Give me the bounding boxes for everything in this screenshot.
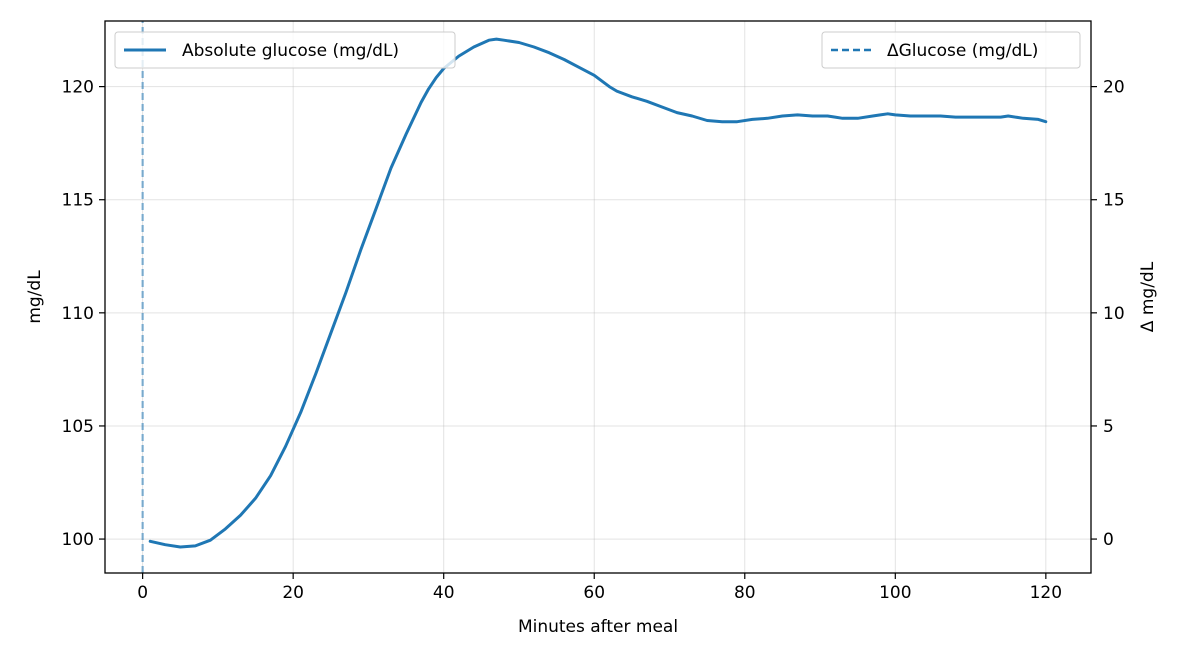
- grid-layer: [105, 21, 1091, 573]
- legend-right-box: [821, 31, 1081, 69]
- y2-tick-label: 20: [1103, 78, 1125, 98]
- y-tick-label: 100: [62, 530, 94, 550]
- y2-axis-label: Δ mg/dL: [1138, 261, 1158, 332]
- x-tick-label: 120: [1030, 583, 1062, 603]
- x-tick-label: 20: [282, 583, 304, 603]
- legend-left-label: Absolute glucose (mg/dL): [182, 41, 399, 61]
- y2-tick-label: 10: [1103, 304, 1125, 324]
- y-axis-label: mg/dL: [25, 270, 45, 324]
- ticks-layer: 0 20 40 60 80 100 120 100 105 110 115 120 0 5 10 15 20: [62, 78, 1125, 603]
- legend-right-label: ΔGlucose (mg/dL): [887, 41, 1038, 61]
- x-tick-label: 40: [433, 583, 455, 603]
- y-tick-label: 120: [62, 78, 94, 98]
- x-axis-label: Minutes after meal: [518, 617, 678, 637]
- plot-frame: [104, 20, 1092, 574]
- y2-tick-label: 15: [1103, 191, 1125, 211]
- legend-left: Absolute glucose (mg/dL): [114, 31, 456, 69]
- y-tick-label: 105: [62, 417, 94, 437]
- absolute-glucose-line: [148, 37, 1048, 549]
- y-tick-label: 115: [62, 191, 94, 211]
- x-tick-label: 60: [583, 583, 605, 603]
- y2-tick-label: 0: [1103, 530, 1114, 550]
- x-tick-label: 80: [734, 583, 756, 603]
- y2-tick-label: 5: [1103, 417, 1114, 437]
- legend-right: ΔGlucose (mg/dL): [821, 31, 1081, 69]
- x-tick-label: 100: [879, 583, 911, 603]
- legend-left-box: [114, 31, 456, 69]
- x-tick-label: 0: [137, 583, 148, 603]
- glucose-series-layer: [148, 37, 1048, 549]
- y-tick-label: 110: [62, 304, 94, 324]
